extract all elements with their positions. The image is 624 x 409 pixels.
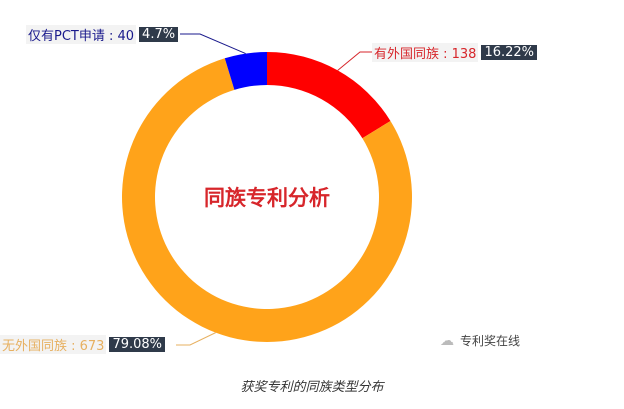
leader-line-2 (180, 33, 246, 55)
slice-0 (267, 52, 391, 139)
wechat-icon: ☁ (440, 332, 454, 349)
label-text: 无外国同族 : 673 (0, 334, 107, 354)
label-percent: 79.08% (109, 336, 166, 352)
label-text: 仅有PCT申请 : 40 (26, 24, 137, 44)
leader-line-1 (176, 332, 216, 346)
slice-2 (224, 52, 267, 90)
chart-caption: 获奖专利的同族类型分布 (240, 380, 384, 395)
label-no-foreign-family: 无外国同族 : 673 79.08% (0, 334, 166, 354)
label-percent: 16.22% (481, 44, 538, 60)
label-pct-only: 仅有PCT申请 : 40 4.7% (26, 24, 179, 44)
label-text: 有外国同族 : 138 (372, 42, 479, 62)
label-foreign-family: 有外国同族 : 138 16.22% (372, 42, 538, 62)
watermark-text: 专利奖在线 (460, 334, 521, 348)
label-percent: 4.7% (139, 26, 179, 42)
chart-title: 同族专利分析 (204, 186, 330, 210)
watermark: ☁ 专利奖在线 (440, 332, 520, 349)
leader-line-0 (337, 51, 372, 71)
